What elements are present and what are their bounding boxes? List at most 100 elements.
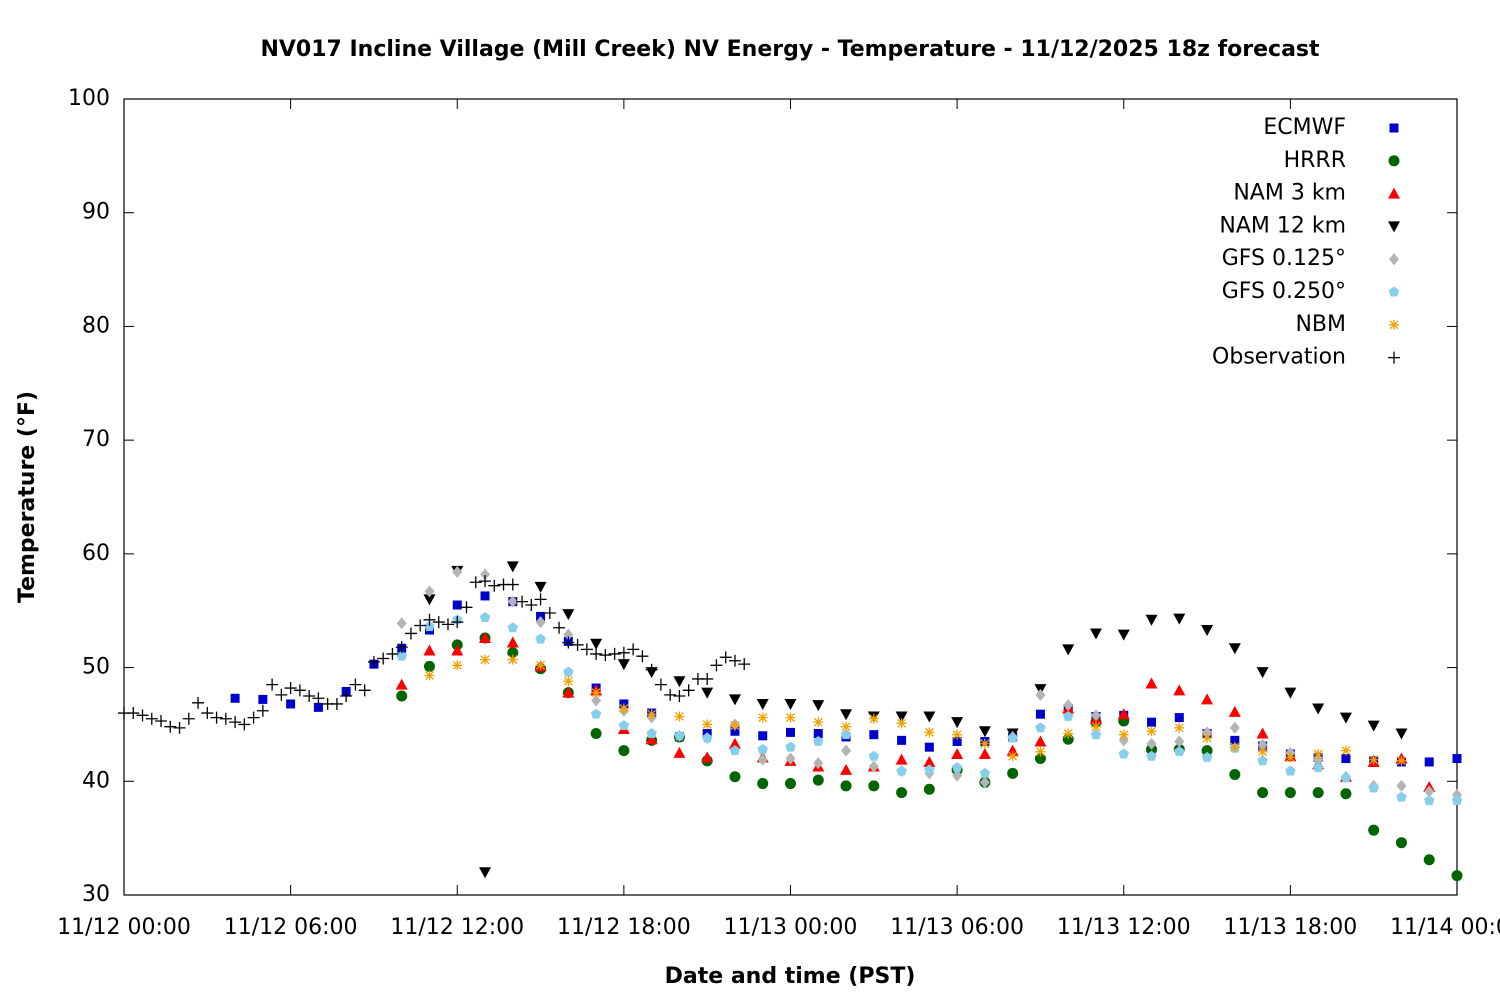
- data-point: [1396, 755, 1407, 766]
- data-point: [682, 684, 695, 697]
- data-point: [1034, 735, 1047, 747]
- data-point: [813, 717, 824, 728]
- data-point: [1339, 712, 1352, 724]
- data-point: [1451, 870, 1463, 882]
- data-point: [395, 678, 408, 690]
- data-point: [535, 660, 546, 671]
- data-point: [1257, 746, 1268, 757]
- data-point: [1063, 699, 1074, 712]
- data-point: [868, 760, 879, 773]
- data-point: [1146, 726, 1157, 737]
- data-point: [841, 744, 852, 757]
- legend-label: GFS 0.125°: [1222, 246, 1346, 271]
- data-point: [664, 688, 677, 701]
- data-point: [229, 716, 242, 729]
- data-point: [423, 594, 436, 606]
- data-point: [480, 591, 490, 601]
- data-point: [1395, 728, 1408, 740]
- data-point: [424, 585, 435, 598]
- data-point: [1007, 732, 1018, 743]
- y-tick-label: 80: [82, 313, 110, 338]
- data-point: [1451, 795, 1463, 806]
- data-point: [728, 694, 741, 706]
- data-point: [155, 715, 168, 728]
- data-point: [895, 711, 908, 723]
- legend-marker: [1388, 155, 1400, 167]
- legend-marker: [1388, 221, 1400, 233]
- y-tick-label: 100: [68, 86, 110, 111]
- y-tick-label: 40: [82, 768, 110, 793]
- data-point: [1089, 628, 1102, 640]
- data-point: [1118, 748, 1129, 759]
- data-point: [868, 780, 880, 792]
- data-point: [460, 601, 473, 614]
- data-point: [840, 709, 853, 721]
- data-point: [979, 738, 990, 749]
- chart-title: NV017 Incline Village (Mill Creek) NV En…: [260, 37, 1320, 62]
- data-point: [480, 568, 491, 581]
- data-point: [266, 678, 279, 691]
- legend-marker: [1388, 351, 1400, 364]
- data-point: [1117, 629, 1130, 641]
- data-point: [757, 753, 768, 766]
- data-point: [136, 709, 149, 722]
- data-point: [238, 718, 251, 731]
- data-point: [952, 769, 963, 782]
- data-point: [785, 752, 796, 765]
- data-point: [395, 641, 408, 654]
- data-point: [535, 616, 546, 629]
- data-point: [1063, 728, 1074, 739]
- data-point: [525, 599, 538, 612]
- data-point: [563, 666, 574, 677]
- data-point: [1312, 762, 1324, 773]
- y-tick-label: 50: [82, 655, 110, 680]
- data-point: [729, 720, 740, 731]
- data-point: [618, 745, 630, 757]
- data-point: [702, 719, 713, 730]
- data-point: [377, 652, 390, 665]
- data-point: [645, 733, 658, 745]
- legend-label: NAM 12 km: [1219, 213, 1346, 238]
- data-point: [201, 707, 214, 720]
- data-point: [452, 600, 462, 610]
- data-point: [210, 711, 223, 724]
- data-point: [1174, 713, 1184, 723]
- data-point: [469, 576, 482, 589]
- data-point: [1424, 757, 1434, 767]
- data-point: [896, 787, 908, 799]
- x-tick-label: 11/13 18:00: [1223, 915, 1357, 940]
- x-tick-label: 11/13 12:00: [1057, 915, 1191, 940]
- data-point: [452, 660, 463, 671]
- data-point: [1423, 795, 1435, 806]
- data-point: [1201, 751, 1213, 762]
- data-point: [1117, 708, 1130, 720]
- data-point: [1368, 824, 1380, 836]
- data-point: [1229, 742, 1240, 753]
- data-point: [701, 687, 714, 699]
- data-point: [396, 617, 407, 630]
- legend-label: HRRR: [1284, 148, 1346, 173]
- data-point: [951, 717, 964, 729]
- y-tick-label: 30: [82, 882, 110, 907]
- data-point: [1312, 787, 1324, 799]
- data-point: [923, 783, 935, 795]
- data-point: [923, 755, 936, 767]
- data-point: [451, 644, 464, 656]
- data-point: [1145, 614, 1158, 626]
- data-point: [1341, 754, 1351, 764]
- data-point: [757, 778, 769, 790]
- data-point: [275, 688, 288, 701]
- data-point: [562, 686, 575, 698]
- data-point: [367, 655, 380, 668]
- data-point: [192, 696, 205, 709]
- data-point: [506, 561, 519, 573]
- data-point: [479, 575, 492, 588]
- legend-marker: [1388, 187, 1400, 199]
- data-point: [813, 735, 824, 746]
- data-point: [543, 606, 556, 619]
- data-point: [591, 687, 602, 698]
- data-point: [710, 659, 723, 672]
- data-point: [1035, 709, 1045, 719]
- data-point: [386, 647, 399, 660]
- data-point: [534, 593, 547, 606]
